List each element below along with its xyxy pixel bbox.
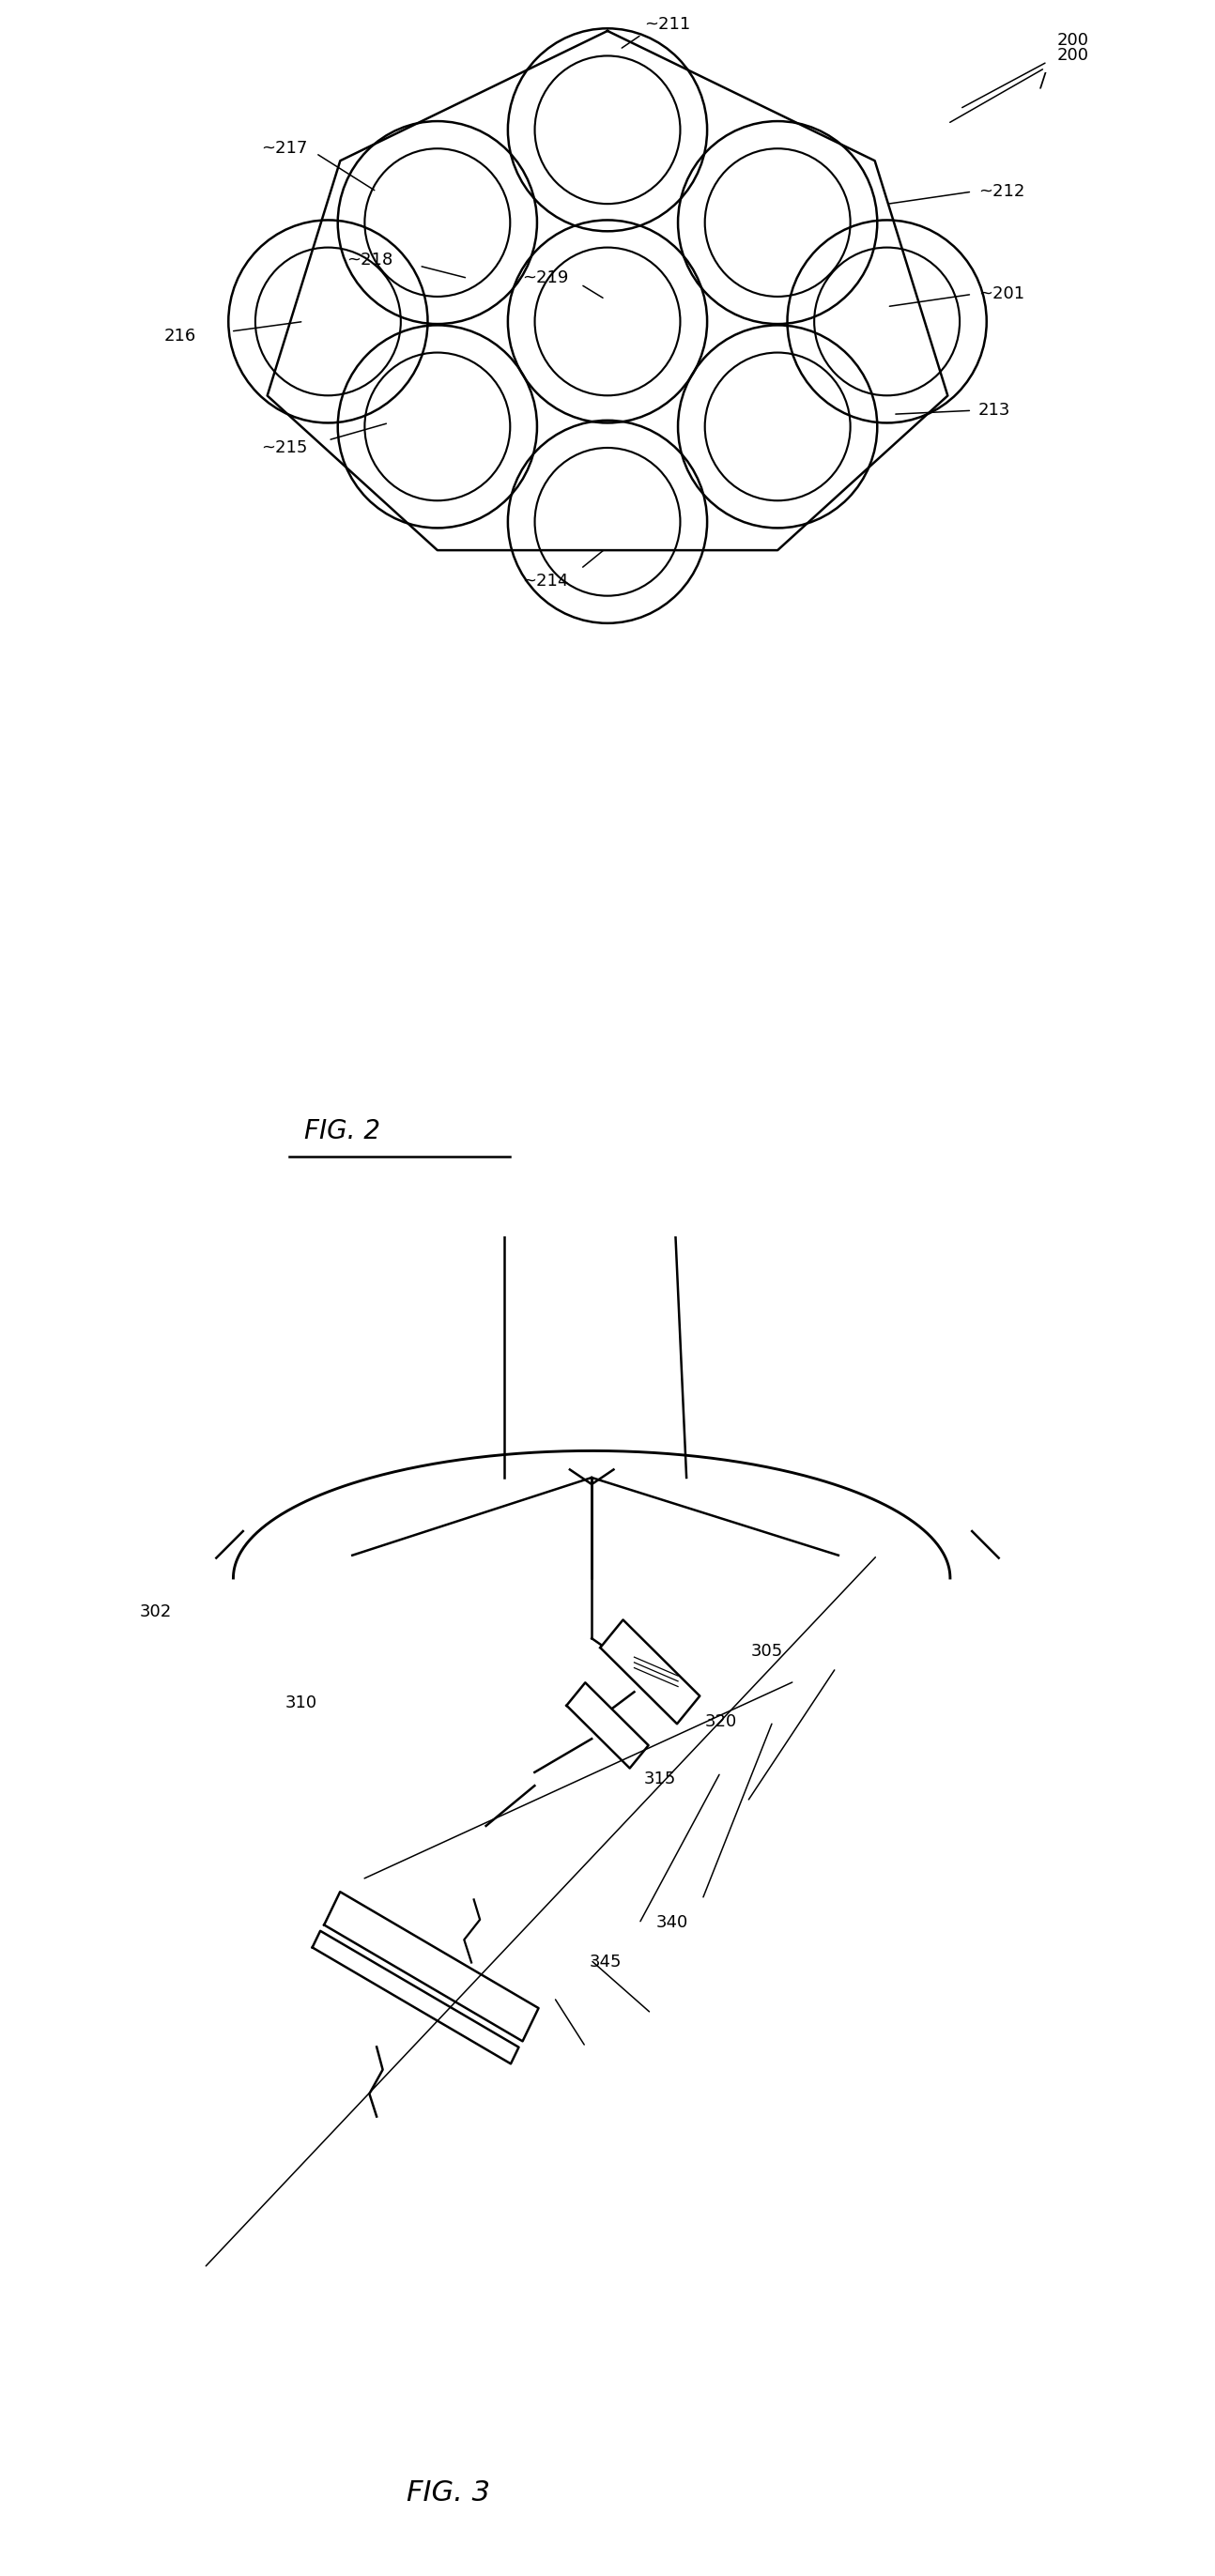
Text: 340: 340 (656, 1914, 688, 1932)
Text: ~214: ~214 (522, 572, 569, 590)
Text: ~215: ~215 (261, 438, 307, 456)
Text: 216: 216 (164, 327, 196, 345)
Text: ~212: ~212 (978, 183, 1024, 201)
Polygon shape (324, 1891, 538, 2040)
Text: 302: 302 (140, 1602, 171, 1620)
Text: FIG. 3: FIG. 3 (407, 2478, 491, 2506)
Polygon shape (312, 1932, 519, 2063)
Text: ~217: ~217 (261, 139, 307, 157)
Text: 200: 200 (1057, 33, 1089, 49)
Text: 213: 213 (978, 402, 1011, 420)
Text: /: / (1039, 72, 1046, 90)
Text: ~219: ~219 (522, 270, 569, 286)
Text: 310: 310 (286, 1695, 317, 1710)
Text: 200: 200 (1057, 46, 1089, 64)
Text: ~211: ~211 (644, 15, 690, 33)
Text: 305: 305 (751, 1643, 782, 1659)
Polygon shape (600, 1620, 700, 1723)
Text: ~201: ~201 (978, 286, 1024, 304)
Polygon shape (566, 1682, 649, 1767)
Text: FIG. 2: FIG. 2 (304, 1118, 380, 1144)
Text: 345: 345 (589, 1955, 622, 1971)
Text: 320: 320 (705, 1713, 736, 1731)
Text: ~218: ~218 (346, 252, 392, 268)
Text: 315: 315 (644, 1770, 677, 1788)
